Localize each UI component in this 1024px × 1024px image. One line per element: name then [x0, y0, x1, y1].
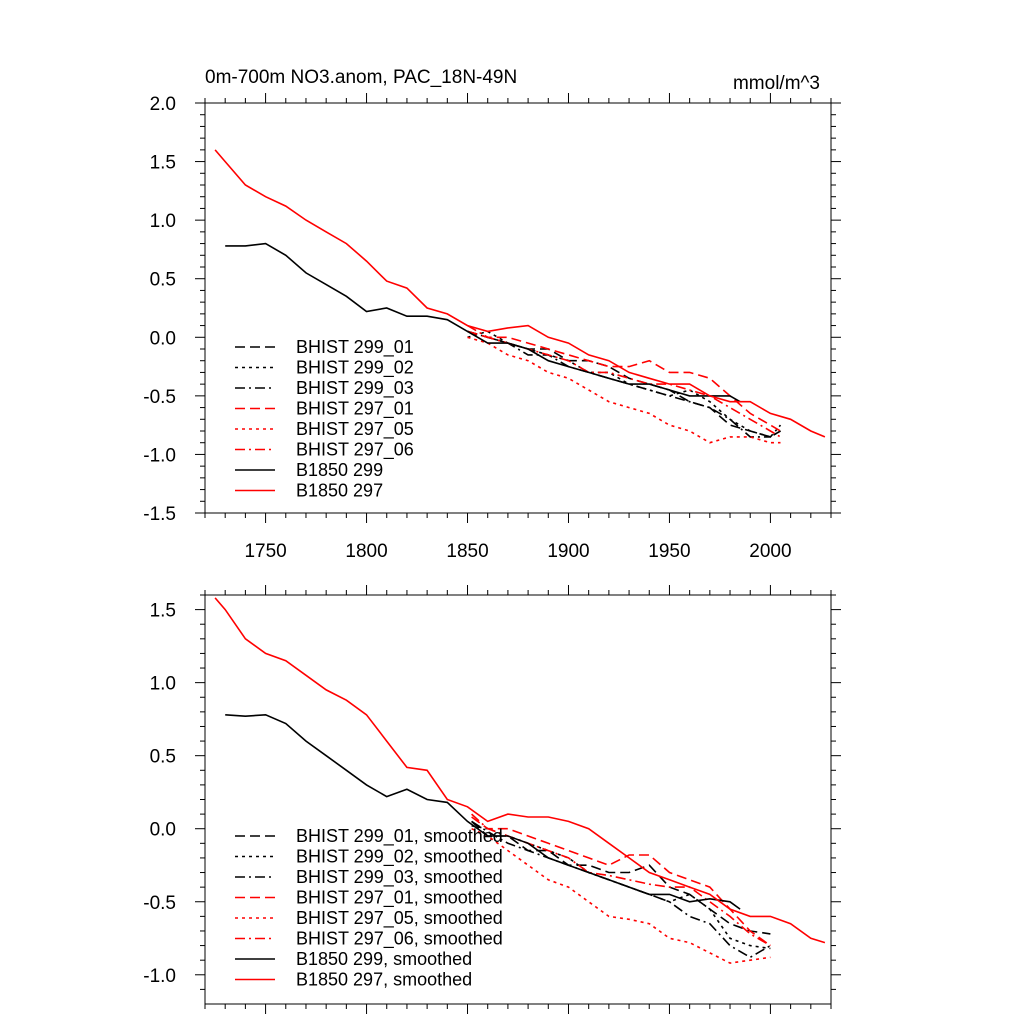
legend-label: BHIST 297_01, smoothed — [296, 888, 503, 909]
y-tick-label: 0.0 — [150, 328, 176, 349]
legend-label: B1850 297, smoothed — [296, 970, 472, 990]
y-tick-label: 1.0 — [150, 674, 176, 695]
chart-panel-upper: 0m-700m NO3.anom, PAC_18N-49N mmol/m^3 1… — [143, 67, 841, 562]
series-line-b1850-297 — [214, 149, 826, 438]
legend-label: BHIST 299_03, smoothed — [296, 867, 503, 888]
series-line-b1850-297-smoothed — [214, 597, 826, 944]
x-tick-label: 1750 — [244, 541, 286, 562]
y-tick-label: 1.0 — [150, 211, 176, 232]
legend-label: BHIST 297_06 — [296, 440, 414, 461]
series-line-bhist-297-06 — [467, 324, 781, 438]
series-line-bhist-299-01-smoothed — [471, 820, 771, 935]
plot-frame — [204, 102, 832, 514]
x-tick-label: 1950 — [648, 541, 690, 562]
y-tick-label: 0.5 — [150, 270, 176, 291]
y-tick-label: 1.5 — [150, 601, 176, 622]
y-tick-label: 0.0 — [150, 820, 176, 841]
units-label: mmol/m^3 — [733, 73, 820, 94]
legend-label: BHIST 299_01, smoothed — [296, 826, 503, 847]
series-line-bhist-297-05-smoothed — [471, 827, 771, 964]
legend-label: BHIST 297_01 — [296, 399, 414, 420]
axis-ticks: -1.0 -0.5 0.0 0.5 1.0 1.5 — [143, 585, 841, 1014]
axis-ticks: 1750 1800 1850 1900 1950 2000 -1.5 -1.0 -0.5 0.0 0… — [143, 93, 841, 562]
series-line-b1850-299-smoothed — [225, 713, 741, 910]
series-lines — [214, 597, 826, 964]
legend-label: BHIST 299_02, smoothed — [296, 847, 503, 868]
y-tick-label: -1.5 — [143, 504, 176, 525]
legend-label: B1850 299, smoothed — [296, 949, 472, 969]
legend-label: BHIST 297_06, smoothed — [296, 929, 503, 950]
y-tick-label: 0.5 — [150, 747, 176, 768]
series-line-b1850-299 — [225, 242, 741, 403]
legend-label: BHIST 297_05, smoothed — [296, 908, 503, 929]
series-line-bhist-299-01 — [467, 330, 781, 438]
y-tick-label: 2.0 — [150, 94, 176, 115]
legend-label: BHIST 297_05 — [296, 419, 414, 440]
series-line-bhist-299-03 — [467, 330, 782, 438]
series-line-bhist-297-01-smoothed — [471, 816, 771, 947]
y-tick-label: -1.0 — [143, 966, 176, 987]
legend-label: BHIST 299_03 — [296, 378, 414, 399]
y-tick-label: -1.0 — [143, 445, 176, 466]
x-tick-label: 1900 — [547, 541, 589, 562]
x-tick-label: 2000 — [749, 541, 791, 562]
y-tick-label: 1.5 — [150, 153, 176, 174]
chart-title: 0m-700m NO3.anom, PAC_18N-49N — [205, 67, 517, 88]
y-tick-label: -0.5 — [143, 387, 176, 408]
chart-panel-lower: -1.0 -0.5 0.0 0.5 1.0 1.5 BHIST 299_01, smoot… — [143, 585, 841, 1014]
x-tick-label: 1850 — [446, 541, 488, 562]
legend-label: B1850 297 — [296, 481, 383, 501]
y-tick-label: -0.5 — [143, 893, 176, 914]
x-tick-label: 1800 — [345, 541, 387, 562]
series-line-bhist-297-06-smoothed — [471, 813, 771, 947]
series-line-bhist-299-02-smoothed — [471, 825, 771, 950]
legend-label: BHIST 299_02 — [296, 358, 414, 379]
legend-label: BHIST 299_01 — [296, 337, 414, 358]
legend-label: B1850 299 — [296, 460, 383, 480]
series-line-bhist-297-05 — [467, 336, 781, 444]
series-lines — [214, 149, 826, 444]
